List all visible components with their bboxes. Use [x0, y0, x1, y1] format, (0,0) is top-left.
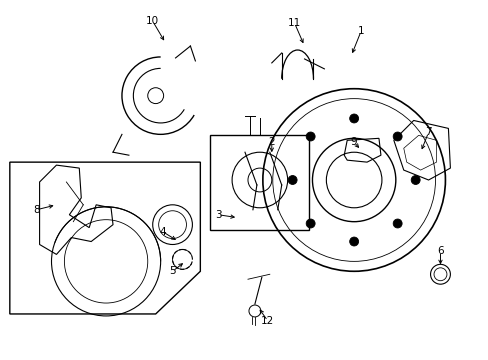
Circle shape: [305, 132, 314, 141]
Text: 8: 8: [33, 205, 40, 215]
Circle shape: [392, 132, 401, 141]
Text: 4: 4: [159, 226, 165, 237]
Text: 10: 10: [146, 16, 159, 26]
Circle shape: [410, 176, 419, 184]
Circle shape: [392, 219, 401, 228]
Text: 9: 9: [350, 137, 357, 147]
Text: 12: 12: [261, 316, 274, 326]
Text: 3: 3: [214, 210, 221, 220]
Text: 7: 7: [425, 127, 431, 138]
Text: 6: 6: [436, 247, 443, 256]
Text: 2: 2: [268, 137, 275, 147]
Text: 1: 1: [357, 26, 364, 36]
Circle shape: [305, 219, 314, 228]
Text: 11: 11: [287, 18, 301, 28]
Circle shape: [287, 176, 297, 184]
Circle shape: [349, 114, 358, 123]
Bar: [210, 135, 309, 230]
Circle shape: [349, 237, 358, 246]
Text: 5: 5: [169, 266, 176, 276]
